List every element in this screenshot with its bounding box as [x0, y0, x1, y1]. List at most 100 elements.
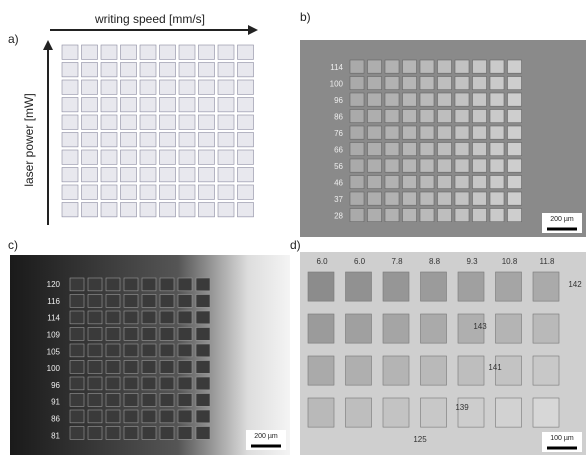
structure	[438, 93, 452, 106]
structure	[403, 159, 417, 172]
structure	[420, 192, 434, 205]
structure	[455, 60, 469, 73]
structure	[62, 115, 78, 129]
structure	[385, 143, 399, 156]
structure	[178, 295, 192, 308]
structure	[179, 115, 195, 129]
structure	[403, 192, 417, 205]
column-label: 10.8	[502, 257, 518, 266]
structure	[533, 356, 559, 385]
structure	[385, 176, 399, 189]
structure	[403, 110, 417, 123]
structure	[88, 410, 102, 423]
structure	[508, 110, 522, 123]
structure	[308, 314, 334, 343]
structure	[121, 150, 137, 164]
structure	[101, 63, 117, 77]
structure	[455, 159, 469, 172]
structure	[368, 159, 382, 172]
structure	[438, 159, 452, 172]
structure	[508, 176, 522, 189]
structure	[160, 80, 176, 94]
structure	[350, 126, 364, 139]
column-label: 7.8	[391, 257, 403, 266]
structure	[455, 93, 469, 106]
structure	[196, 344, 210, 357]
structure	[88, 295, 102, 308]
structure	[160, 328, 174, 341]
structure	[142, 295, 156, 308]
structure	[70, 344, 84, 357]
structure	[62, 80, 78, 94]
structure	[403, 126, 417, 139]
structure	[140, 98, 156, 112]
structure	[385, 209, 399, 222]
structure	[473, 143, 487, 156]
structure	[218, 115, 234, 129]
structure	[199, 203, 215, 217]
side-label: 143	[473, 322, 487, 331]
structure	[121, 115, 137, 129]
structure	[473, 192, 487, 205]
structure	[508, 192, 522, 205]
structure	[178, 394, 192, 407]
structure	[490, 110, 504, 123]
structure	[455, 192, 469, 205]
structure	[308, 356, 334, 385]
structure	[421, 398, 447, 427]
structure	[496, 398, 522, 427]
column-label: 6.0	[316, 257, 328, 266]
structure	[124, 394, 138, 407]
structure	[508, 143, 522, 156]
structure	[368, 77, 382, 90]
row-label: 100	[330, 80, 344, 89]
structure	[196, 328, 210, 341]
structure	[346, 398, 372, 427]
structure	[238, 168, 254, 182]
row-label: 100	[47, 364, 61, 373]
structure	[142, 328, 156, 341]
structure	[218, 185, 234, 199]
structure	[70, 361, 84, 374]
structure	[473, 110, 487, 123]
structure	[199, 168, 215, 182]
structure	[368, 209, 382, 222]
structure	[350, 176, 364, 189]
structure	[350, 93, 364, 106]
structure	[196, 394, 210, 407]
structure	[140, 203, 156, 217]
structure	[121, 98, 137, 112]
structure	[350, 209, 364, 222]
side-label: 125	[413, 435, 427, 444]
row-label: 114	[47, 314, 60, 323]
structure	[101, 45, 117, 59]
structure	[160, 63, 176, 77]
structure	[490, 159, 504, 172]
structure	[178, 344, 192, 357]
row-label: 105	[47, 347, 61, 356]
structure	[350, 110, 364, 123]
structure	[385, 110, 399, 123]
structure	[121, 168, 137, 182]
structure	[455, 209, 469, 222]
structure	[121, 63, 137, 77]
structure	[160, 311, 174, 324]
structure	[124, 377, 138, 390]
structure	[196, 427, 210, 440]
structure	[106, 328, 120, 341]
structure	[124, 427, 138, 440]
structure	[121, 203, 137, 217]
structure	[88, 328, 102, 341]
structure	[106, 311, 120, 324]
structure	[140, 80, 156, 94]
structure	[458, 272, 484, 301]
structure	[124, 328, 138, 341]
structure	[350, 159, 364, 172]
structure	[179, 150, 195, 164]
structure	[160, 377, 174, 390]
structure	[421, 272, 447, 301]
row-label: 37	[334, 195, 343, 204]
structure	[490, 192, 504, 205]
structure	[101, 115, 117, 129]
structure	[82, 80, 98, 94]
